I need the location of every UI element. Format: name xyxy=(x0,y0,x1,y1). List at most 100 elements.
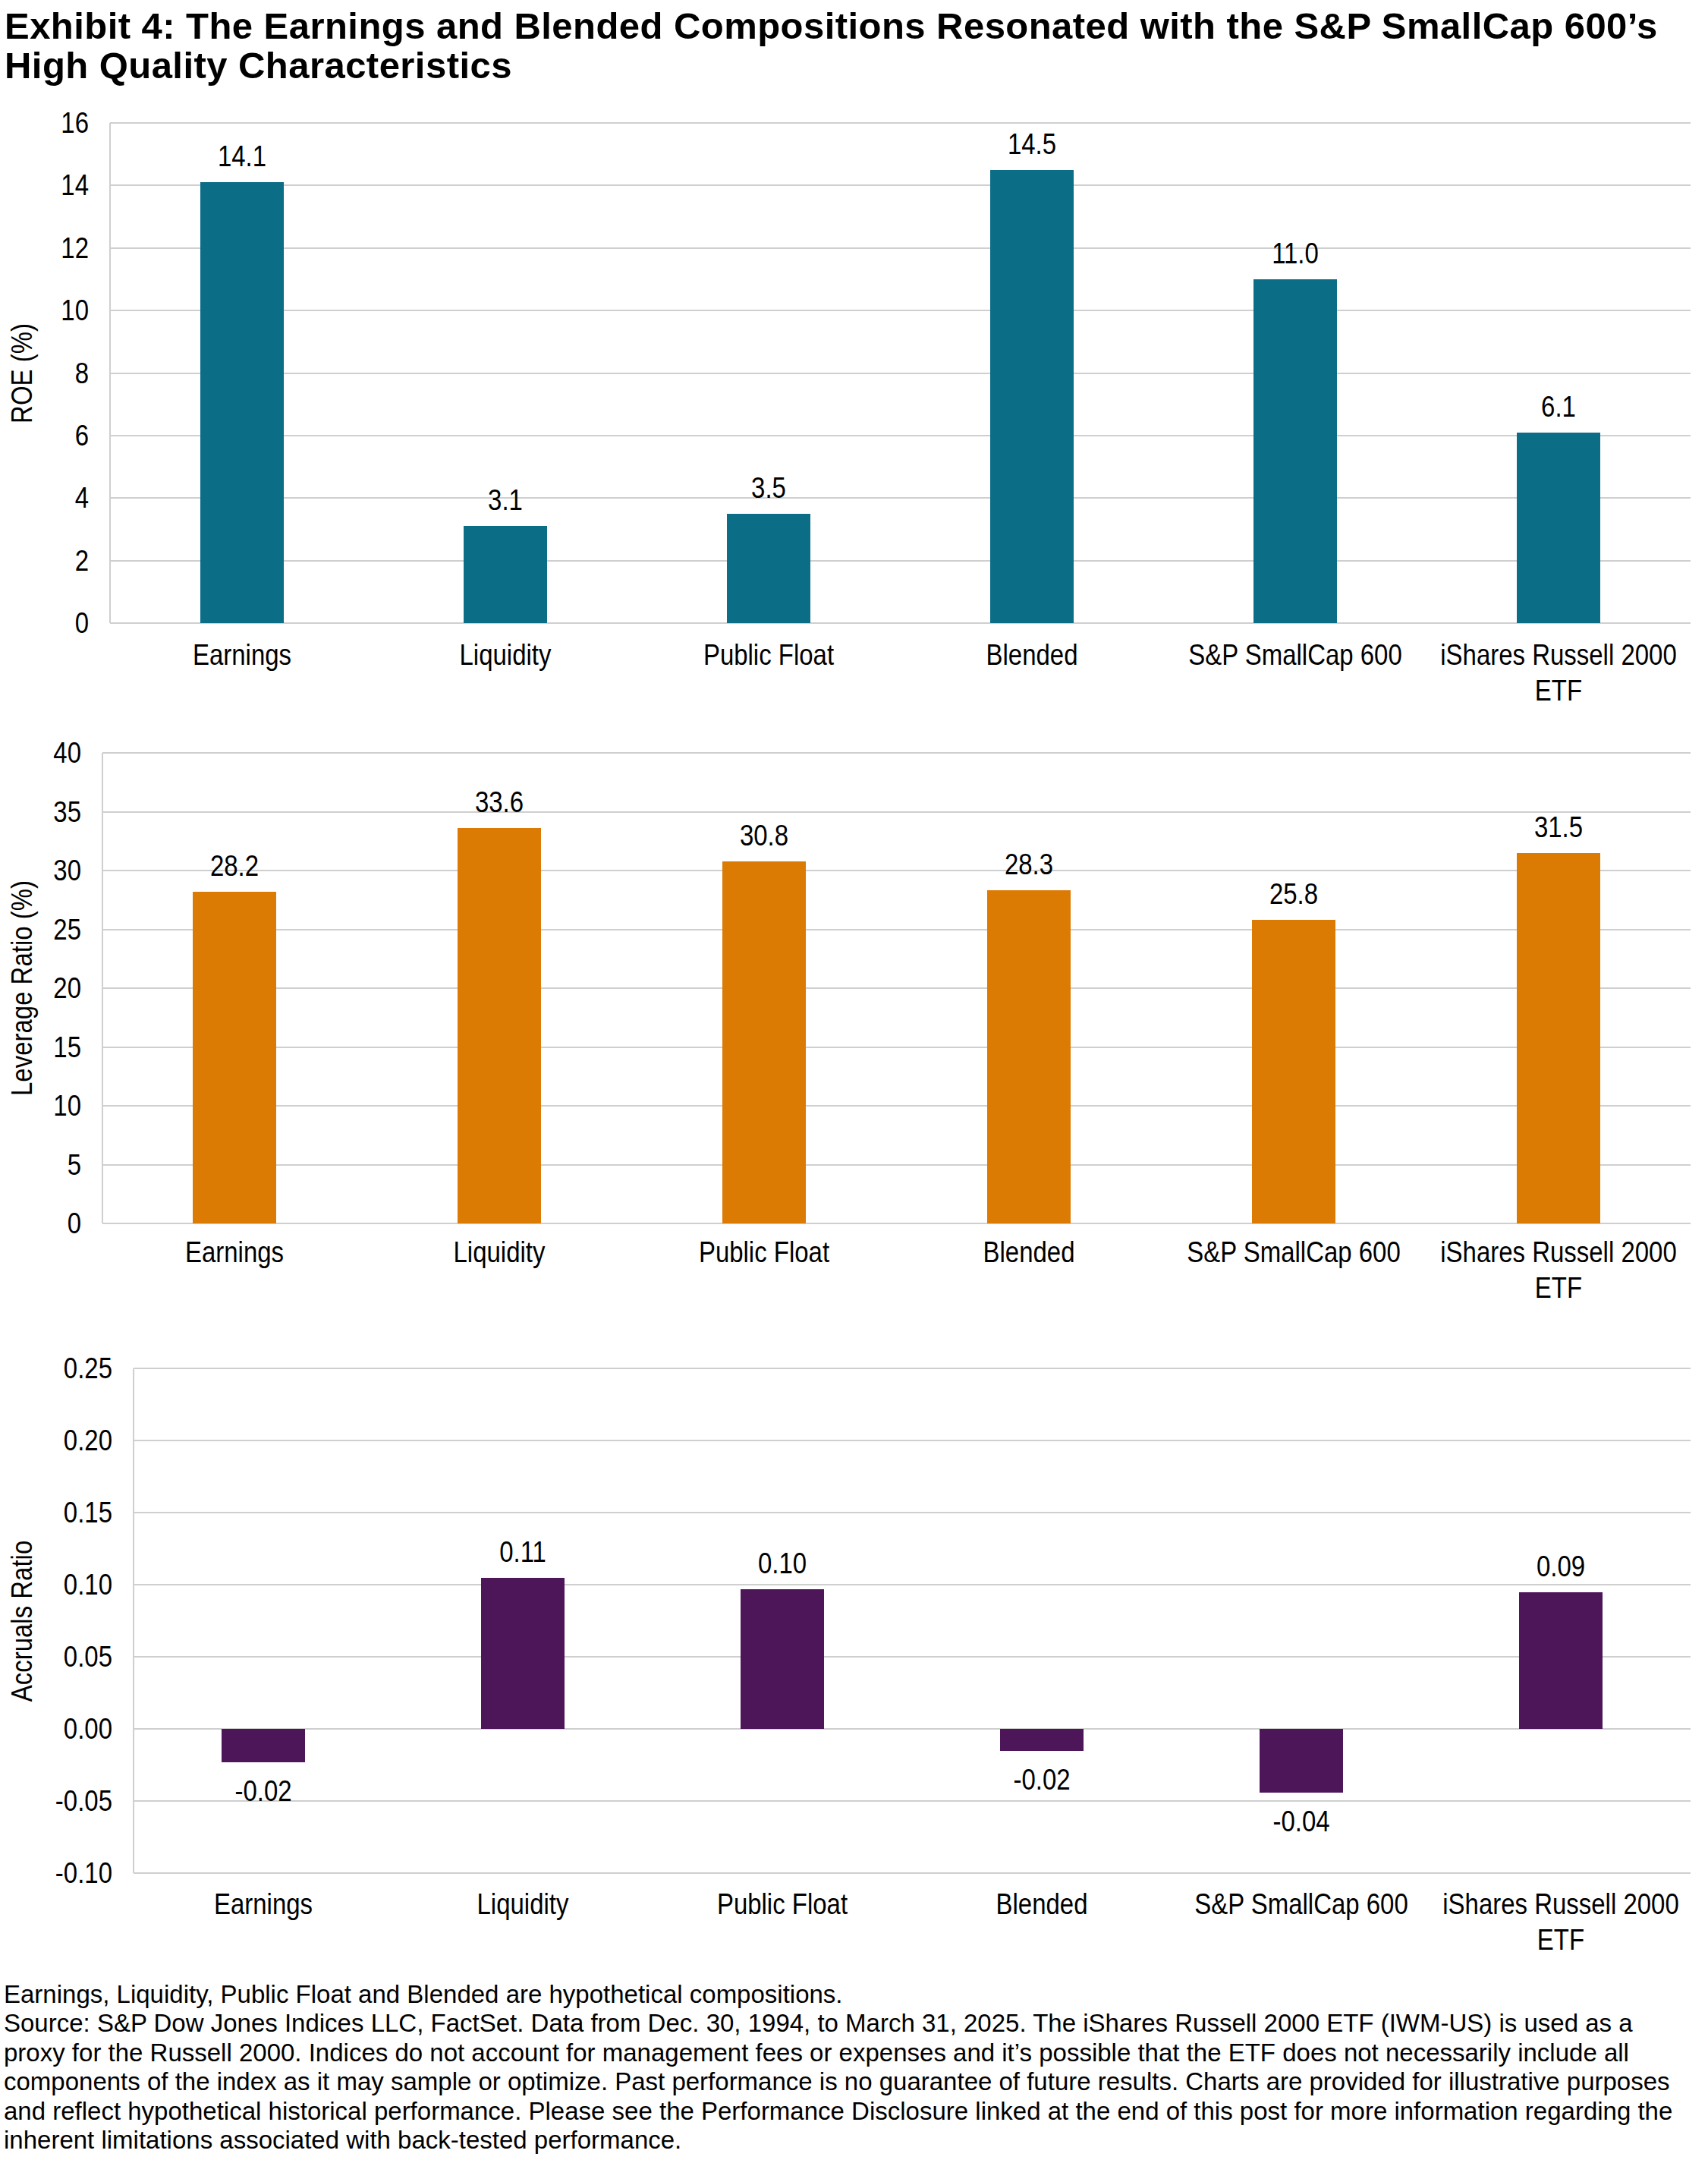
category-label: S&P SmallCap 600 xyxy=(1194,1886,1408,1922)
bar-s-p-smallcap-600 xyxy=(1252,920,1335,1223)
y-tick-label: 35 xyxy=(13,797,81,827)
y-tick-label: 0 xyxy=(13,1208,81,1239)
footer-line: Source: S&P Dow Jones Indices LLC, FactS… xyxy=(4,2009,1672,2038)
y-tick-label: 16 xyxy=(14,108,89,138)
gridline xyxy=(110,435,1691,436)
gridline xyxy=(102,1047,1691,1048)
y-tick-label: -0.05 xyxy=(17,1786,112,1816)
bar-liquidity xyxy=(464,526,547,623)
page-title: Exhibit 4: The Earnings and Blended Comp… xyxy=(5,6,1658,85)
gridline xyxy=(134,1584,1691,1585)
bar-blended xyxy=(987,890,1071,1223)
category-label: Blended xyxy=(983,1234,1074,1270)
gridline xyxy=(110,497,1691,499)
y-axis-line xyxy=(109,123,111,623)
y-tick-label: 40 xyxy=(13,738,81,768)
y-axis-title: Leverage Ratio (%) xyxy=(7,880,37,1096)
gridline xyxy=(134,1440,1691,1441)
bar-liquidity xyxy=(458,828,541,1223)
category-label: Blended xyxy=(986,637,1078,672)
value-label: 6.1 xyxy=(1541,392,1576,422)
value-label: 25.8 xyxy=(1269,879,1318,909)
gridline xyxy=(102,1223,1691,1224)
footer-line: and reflect hypothetical historical perf… xyxy=(4,2097,1672,2126)
value-label: 0.10 xyxy=(758,1548,807,1579)
bar-ishares-russell-2000-etf xyxy=(1519,1592,1603,1730)
gridline xyxy=(134,1368,1691,1369)
y-axis-title: Accruals Ratio xyxy=(7,1540,37,1701)
category-label: Liquidity xyxy=(454,1234,546,1270)
y-tick-label: 10 xyxy=(14,295,89,326)
value-label: 0.09 xyxy=(1537,1551,1585,1582)
y-tick-label: 0.20 xyxy=(17,1425,112,1456)
value-label: 3.1 xyxy=(488,485,523,515)
category-label: Earnings xyxy=(193,637,291,672)
y-axis-title: ROE (%) xyxy=(7,323,37,423)
gridline xyxy=(102,1164,1691,1166)
gridline xyxy=(102,752,1691,754)
footer-line: proxy for the Russell 2000. Indices do n… xyxy=(4,2039,1672,2067)
gridline xyxy=(102,1105,1691,1107)
value-label: 31.5 xyxy=(1534,812,1583,842)
value-label: -0.02 xyxy=(1013,1765,1070,1795)
gridline xyxy=(110,373,1691,374)
bar-s-p-smallcap-600 xyxy=(1260,1729,1343,1793)
bar-public-float xyxy=(722,861,806,1223)
bar-earnings xyxy=(222,1729,305,1762)
footnote-block: Earnings, Liquidity, Public Float and Bl… xyxy=(4,1980,1672,2155)
y-axis-line xyxy=(133,1368,134,1873)
gridline xyxy=(110,622,1691,624)
gridline xyxy=(110,122,1691,124)
bar-earnings xyxy=(193,892,276,1223)
y-tick-label: 0.25 xyxy=(17,1353,112,1384)
bar-ishares-russell-2000-etf xyxy=(1517,433,1600,623)
y-tick-label: 4 xyxy=(14,483,89,513)
bar-earnings xyxy=(200,182,284,623)
bar-liquidity xyxy=(481,1578,565,1730)
value-label: 3.5 xyxy=(751,473,786,503)
y-axis-line xyxy=(102,753,103,1223)
category-label: iShares Russell 2000ETF xyxy=(1441,637,1677,708)
y-tick-label: 14 xyxy=(14,170,89,200)
category-label: Public Float xyxy=(717,1886,848,1922)
gridline xyxy=(134,1872,1691,1874)
y-tick-label: 5 xyxy=(13,1150,81,1180)
category-label: Liquidity xyxy=(477,1886,569,1922)
category-label: S&P SmallCap 600 xyxy=(1188,637,1402,672)
value-label: 28.3 xyxy=(1005,849,1053,880)
category-label: Earnings xyxy=(214,1886,313,1922)
gridline xyxy=(134,1728,1691,1730)
y-tick-label: 6 xyxy=(14,420,89,451)
page-title-line1: Exhibit 4: The Earnings and Blended Comp… xyxy=(5,6,1658,46)
y-tick-label: 0.00 xyxy=(17,1714,112,1744)
page-title-line2: High Quality Characteristics xyxy=(5,46,1658,85)
bar-public-float xyxy=(741,1589,824,1729)
gridline xyxy=(134,1800,1691,1802)
value-label: 0.11 xyxy=(499,1537,546,1567)
bar-public-float xyxy=(727,514,810,623)
y-tick-label: 12 xyxy=(14,233,89,263)
bar-s-p-smallcap-600 xyxy=(1253,279,1337,623)
category-label: iShares Russell 2000ETF xyxy=(1442,1886,1678,1957)
gridline xyxy=(134,1656,1691,1658)
gridline xyxy=(102,870,1691,871)
category-label: Public Float xyxy=(699,1234,829,1270)
y-tick-label: 2 xyxy=(14,546,89,576)
category-label: Public Float xyxy=(703,637,834,672)
value-label: 30.8 xyxy=(740,820,788,851)
gridline xyxy=(102,811,1691,813)
gridline xyxy=(134,1512,1691,1513)
value-label: 28.2 xyxy=(210,851,259,881)
bar-blended xyxy=(990,170,1074,623)
gridline xyxy=(102,929,1691,930)
value-label: -0.04 xyxy=(1272,1806,1329,1837)
category-label: Earnings xyxy=(185,1234,284,1270)
category-label: iShares Russell 2000ETF xyxy=(1440,1234,1676,1305)
bar-blended xyxy=(1000,1729,1084,1751)
gridline xyxy=(110,247,1691,249)
value-label: 14.1 xyxy=(218,141,266,172)
footer-line: inherent limitations associated with bac… xyxy=(4,2126,1672,2155)
category-label: S&P SmallCap 600 xyxy=(1187,1234,1401,1270)
gridline xyxy=(102,987,1691,989)
y-tick-label: -0.10 xyxy=(17,1858,112,1888)
